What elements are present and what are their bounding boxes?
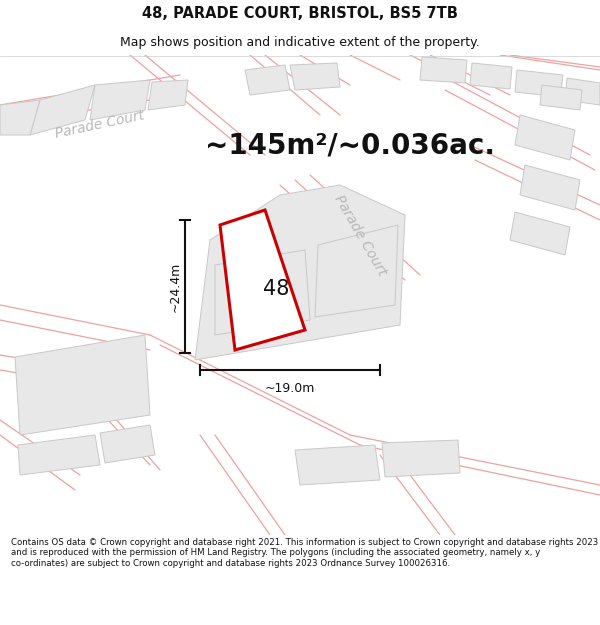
Text: Contains OS data © Crown copyright and database right 2021. This information is : Contains OS data © Crown copyright and d… xyxy=(11,538,598,568)
Polygon shape xyxy=(382,440,460,477)
Text: Parade Court: Parade Court xyxy=(331,192,389,278)
Polygon shape xyxy=(148,80,188,110)
Polygon shape xyxy=(510,212,570,255)
Polygon shape xyxy=(18,435,100,475)
Text: ~145m²/~0.036ac.: ~145m²/~0.036ac. xyxy=(205,131,495,159)
Polygon shape xyxy=(220,210,305,350)
Polygon shape xyxy=(470,63,512,89)
Polygon shape xyxy=(100,425,155,463)
Polygon shape xyxy=(565,78,600,105)
Polygon shape xyxy=(90,80,150,120)
Polygon shape xyxy=(515,115,575,160)
Text: ~24.4m: ~24.4m xyxy=(169,261,182,312)
Polygon shape xyxy=(0,100,40,135)
Text: 48, PARADE COURT, BRISTOL, BS5 7TB: 48, PARADE COURT, BRISTOL, BS5 7TB xyxy=(142,6,458,21)
Polygon shape xyxy=(15,335,150,435)
Text: 48: 48 xyxy=(263,279,289,299)
Polygon shape xyxy=(515,70,563,97)
Polygon shape xyxy=(245,65,290,95)
Polygon shape xyxy=(290,63,340,90)
Polygon shape xyxy=(30,85,95,135)
Polygon shape xyxy=(195,185,405,360)
Text: ~19.0m: ~19.0m xyxy=(265,381,315,394)
Polygon shape xyxy=(315,225,398,317)
Polygon shape xyxy=(215,250,310,335)
Polygon shape xyxy=(295,445,380,485)
Polygon shape xyxy=(540,85,582,110)
Text: Map shows position and indicative extent of the property.: Map shows position and indicative extent… xyxy=(120,36,480,49)
Polygon shape xyxy=(420,57,467,83)
Text: Parade Court: Parade Court xyxy=(54,109,146,141)
Polygon shape xyxy=(520,165,580,210)
